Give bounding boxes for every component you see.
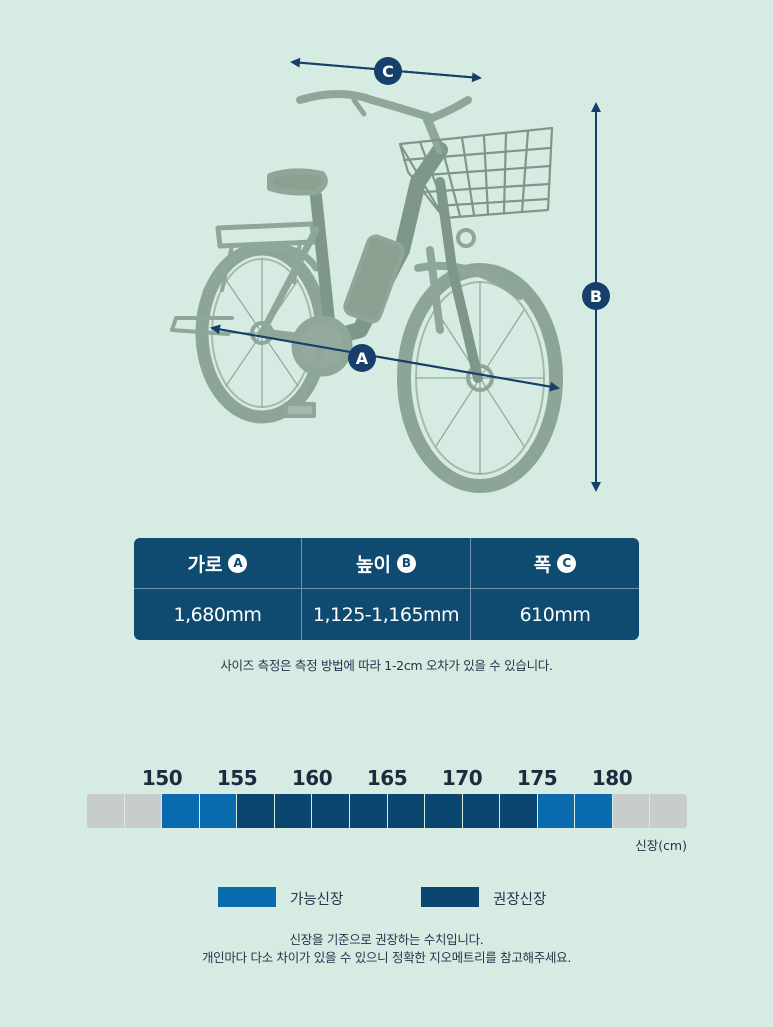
footer-note-line2: 개인마다 다소 차이가 있을 수 있으니 정확한 지오메트리를 참고해주세요. [201, 950, 572, 965]
scale-segment-possible [575, 794, 613, 828]
scale-segment-recommended [500, 794, 538, 828]
scale-segment-recommended [274, 794, 313, 828]
scale-segment-recommended [237, 794, 275, 828]
scale-segment-recommended [312, 794, 350, 828]
height-legend: 가능신장 권장신장 [0, 887, 773, 909]
marker-a-label: A [356, 349, 369, 368]
legend-possible-label: 가능신장 [290, 892, 344, 908]
scale-segment-grey [612, 794, 651, 828]
header-height-label: 높이 [356, 553, 391, 576]
bike-drawing [170, 90, 563, 493]
scale-segment-grey [87, 794, 125, 828]
scale-segment-grey [124, 794, 163, 828]
tick-label: 170 [441, 766, 483, 790]
dimension-arrow-a: A [210, 324, 560, 392]
bike-illustration: A B C [170, 57, 610, 493]
tick-label: 160 [291, 766, 333, 790]
measurement-note: 사이즈 측정은 측정 방법에 따라 1-2cm 오차가 있을 수 있습니다. [220, 658, 553, 673]
scale-segment-recommended [387, 794, 426, 828]
scale-segment-recommended [425, 794, 463, 828]
marker-b-circle [582, 282, 610, 310]
tick-label: 150 [141, 766, 183, 790]
tick-label: 175 [516, 766, 558, 790]
value-breadth: 610mm [519, 603, 591, 626]
scale-segment-recommended [462, 794, 501, 828]
scale-segment-recommended [349, 794, 388, 828]
marker-a-circle [348, 344, 376, 372]
footer-note-line1: 신장을 기준으로 권장하는 수치입니다. [289, 932, 484, 947]
header-width: 가로 A [134, 538, 302, 589]
dimension-arrow-b: B [582, 102, 610, 492]
header-breadth: 폭 C [471, 538, 639, 589]
dimension-arrow-c: C [290, 57, 482, 85]
scale-segment-possible [537, 794, 576, 828]
header-breadth-label: 폭 [533, 553, 552, 576]
legend-possible-swatch [218, 887, 276, 907]
tick-label: 180 [591, 766, 633, 790]
badge-a: A [228, 553, 248, 573]
value-height: 1,125-1,165mm [302, 589, 471, 640]
marker-c-label: C [382, 62, 394, 81]
tick-label: 155 [216, 766, 258, 790]
value-width: 1,680mm [134, 589, 302, 640]
dimension-spec-table: 가로 A 높이 B 폭 C 1,680mm 1,125-1,165mm 610m… [134, 538, 639, 640]
front-basket [398, 126, 554, 220]
legend-recommended-label: 권장신장 [493, 892, 547, 908]
badge-b: B [396, 553, 416, 573]
scale-segment-possible [162, 794, 200, 828]
marker-b-label: B [590, 287, 602, 306]
header-height: 높이 B [302, 538, 471, 589]
height-scale-bar [87, 794, 687, 828]
tick-label: 165 [366, 766, 408, 790]
badge-c: C [557, 553, 577, 573]
legend-recommended-swatch [421, 887, 479, 907]
bike-dimension-diagram: A B C [170, 57, 610, 493]
scale-segment-possible [199, 794, 238, 828]
height-scale-labels: 150 155 160 165 170 175 180 [0, 766, 773, 792]
header-width-label: 가로 [187, 553, 223, 576]
scale-segment-grey [650, 794, 687, 828]
height-unit-label: 신장(cm) [635, 838, 687, 853]
marker-c-circle [374, 57, 402, 85]
